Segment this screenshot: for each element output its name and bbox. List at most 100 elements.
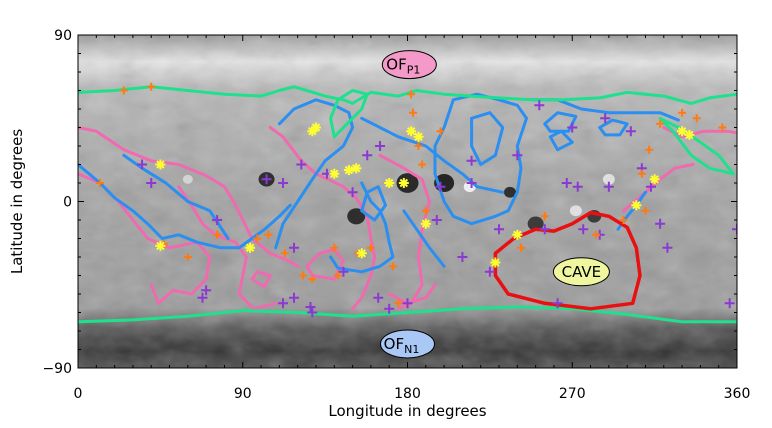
yellow-marker — [356, 248, 367, 259]
x-tick-label: 90 — [234, 386, 252, 402]
yellow-marker — [677, 126, 688, 137]
purple-marker — [534, 100, 545, 111]
purple-marker — [362, 150, 373, 161]
orange-marker — [418, 160, 427, 169]
orange-marker — [394, 299, 403, 308]
pink-field-line — [387, 283, 437, 305]
purple-marker — [338, 266, 349, 277]
pink-field-line — [177, 185, 278, 311]
x-tick-label: 270 — [559, 386, 586, 402]
purple-marker — [512, 150, 523, 161]
y-tick-label: −90 — [42, 361, 72, 377]
orange-marker — [213, 230, 222, 239]
orange-marker — [388, 262, 397, 271]
purple-marker — [373, 292, 384, 303]
orange-marker — [692, 114, 701, 123]
x-tick-label: 360 — [724, 386, 751, 402]
y-tick-label: 90 — [54, 28, 72, 44]
surface-spot — [602, 173, 615, 185]
orange-marker — [540, 212, 549, 221]
yellow-marker — [398, 178, 409, 188]
pink-field-line — [250, 270, 272, 289]
orange-marker — [641, 206, 650, 215]
purple-marker — [375, 141, 386, 151]
yellow-marker — [384, 178, 395, 188]
y-axis-label: Latitude in degrees — [8, 129, 26, 275]
purple-marker — [552, 298, 563, 309]
purple-marker — [561, 178, 572, 188]
purple-marker — [662, 242, 673, 253]
purple-marker — [212, 215, 223, 225]
region-label-oval — [552, 257, 610, 287]
pink-field-line — [378, 153, 431, 311]
yellow-marker — [245, 242, 256, 253]
purple-marker — [567, 122, 578, 133]
purple-marker — [724, 298, 735, 309]
orange-marker — [516, 243, 525, 252]
orange-marker — [119, 86, 128, 95]
orange-marker — [147, 82, 156, 91]
orange-marker — [718, 123, 727, 132]
purple-marker — [431, 215, 442, 225]
purple-marker — [201, 285, 212, 296]
orange-marker — [414, 142, 423, 150]
blue-field-line — [470, 111, 505, 166]
open-field-south-boundary — [78, 305, 737, 324]
region-label: OFN1 — [380, 329, 435, 359]
purple-marker — [466, 178, 477, 188]
orange-marker — [678, 108, 687, 117]
x-tick-label: 0 — [74, 386, 83, 402]
purple-marker — [603, 181, 614, 192]
surface-spot — [504, 186, 517, 198]
purple-marker — [435, 181, 446, 192]
orange-marker — [656, 119, 665, 128]
region-label-oval — [381, 50, 437, 80]
yellow-marker — [490, 257, 501, 268]
orange-marker — [619, 216, 628, 224]
orange-marker — [592, 230, 601, 239]
blue-field-line — [360, 185, 387, 222]
orange-marker — [637, 169, 646, 178]
purple-marker — [307, 307, 318, 318]
purple-marker — [600, 113, 611, 124]
surface-spot — [569, 205, 582, 217]
yellow-marker — [343, 165, 354, 176]
orange-marker — [280, 249, 289, 258]
orange-marker — [308, 275, 317, 284]
purple-marker — [289, 242, 300, 253]
purple-marker — [655, 218, 666, 229]
yellow-marker — [420, 218, 431, 229]
pink-field-line — [622, 163, 695, 213]
region-label: CAVE — [552, 257, 610, 287]
orange-marker — [95, 179, 104, 187]
blue-field-line — [402, 209, 446, 268]
yellow-marker — [631, 200, 642, 211]
purple-marker — [402, 298, 413, 309]
purple-marker — [146, 178, 157, 188]
yellow-marker — [351, 163, 362, 174]
yellow-marker — [684, 129, 695, 140]
x-tick-label: 180 — [394, 386, 421, 402]
purple-marker — [261, 174, 272, 185]
purple-marker — [578, 224, 589, 235]
blue-field-line — [78, 163, 292, 250]
orange-marker — [333, 271, 342, 280]
purple-marker — [384, 303, 395, 314]
surface-spot — [527, 216, 544, 231]
purple-marker — [625, 126, 636, 137]
surface-spot — [347, 208, 366, 225]
orange-marker — [421, 206, 430, 215]
region-label-text: CAVE — [562, 263, 602, 281]
blue-field-line — [274, 98, 355, 250]
purple-marker — [347, 187, 358, 198]
yellow-marker — [307, 126, 318, 137]
purple-marker — [278, 178, 289, 188]
purple-marker — [457, 252, 468, 262]
purple-marker — [137, 159, 148, 170]
purple-marker — [296, 159, 307, 170]
region-label: OFP1 — [381, 50, 437, 80]
open-field-north-boundary — [78, 85, 737, 105]
blue-field-line — [329, 181, 395, 274]
orange-marker — [183, 253, 192, 261]
